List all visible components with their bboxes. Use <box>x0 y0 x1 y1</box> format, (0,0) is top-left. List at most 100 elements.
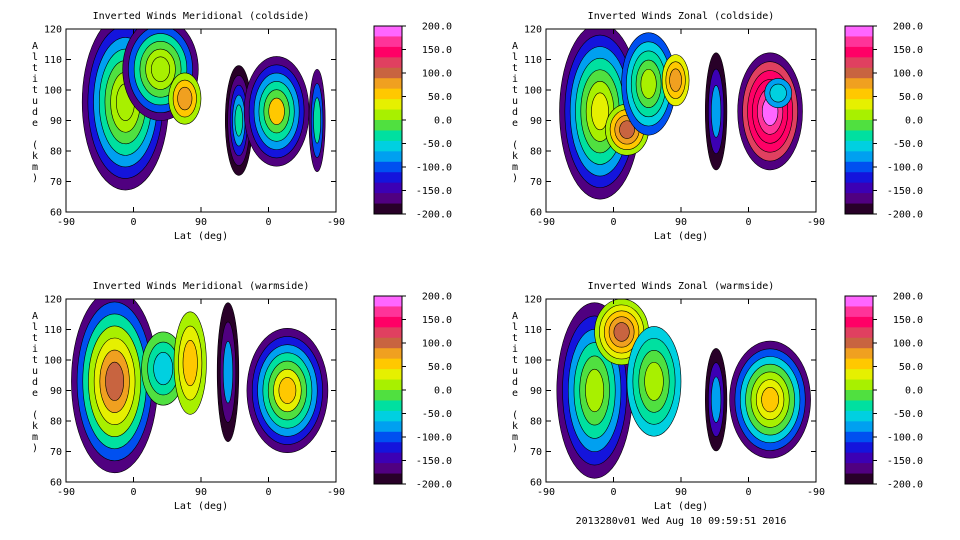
colorbar-swatch <box>845 46 873 58</box>
colorbar-label: 100.0 <box>422 339 452 350</box>
x-tick-label: 90 <box>195 487 207 498</box>
colorbar-swatch <box>845 182 873 194</box>
colorbar-swatch <box>374 57 402 69</box>
colorbar-swatch <box>845 78 873 90</box>
colorbar: 200.0 150.0 100.0 50.0 0.0 -50.0 -100.0 -150.0 -… <box>373 22 452 221</box>
colorbar-swatch <box>845 109 873 121</box>
colorbar-swatch <box>845 306 873 318</box>
x-tick-label: -90 <box>807 217 825 228</box>
contour-field <box>71 299 329 474</box>
colorbar-swatch <box>374 379 402 391</box>
x-tick-label: 0 <box>130 217 136 228</box>
y-tick-label: 120 <box>524 295 542 306</box>
contour-band <box>153 351 174 386</box>
contour-band <box>177 86 193 111</box>
colorbar-swatch <box>374 182 402 194</box>
x-tick-label: 0 <box>265 217 271 228</box>
contour-band <box>234 104 243 137</box>
colorbar-swatch <box>845 57 873 69</box>
colorbar-swatch <box>374 421 402 433</box>
colorbar-swatch <box>374 306 402 318</box>
colorbar-label: -150.0 <box>416 186 452 197</box>
contour-band <box>761 387 779 413</box>
colorbar-swatch <box>845 120 873 131</box>
x-tick-label: 0 <box>610 217 616 228</box>
colorbar-label: -50.0 <box>893 409 923 420</box>
colorbar-swatch <box>845 473 873 485</box>
colorbar-label: 0.0 <box>434 386 452 397</box>
contour-band <box>710 85 722 138</box>
colorbar-swatch <box>845 203 873 215</box>
y-tick-label: 100 <box>44 86 62 97</box>
colorbar-swatch <box>845 369 873 381</box>
colorbar-swatch <box>374 151 402 163</box>
colorbar-swatch <box>845 337 873 349</box>
chart-title: Inverted Winds Meridional (warmside) <box>93 281 310 292</box>
contour-band <box>669 68 682 92</box>
colorbar-swatch <box>374 296 402 307</box>
contour-field <box>559 29 803 200</box>
x-tick-label: -90 <box>327 487 345 498</box>
colorbar-swatch <box>845 358 873 370</box>
colorbar-swatch <box>374 26 402 37</box>
colorbar-label: 150.0 <box>422 315 452 326</box>
chart-title: Inverted Winds Zonal (warmside) <box>588 281 775 292</box>
colorbar-swatch <box>845 421 873 433</box>
colorbar-label: -200.0 <box>416 480 452 491</box>
chart-panel-2: Inverted Winds Zonal (coldside) 120 110 100… <box>512 11 923 242</box>
colorbar-swatch <box>845 410 873 422</box>
contour-band <box>613 322 630 342</box>
colorbar-swatch <box>374 348 402 360</box>
colorbar-swatch <box>374 130 402 142</box>
contour-band <box>644 361 664 401</box>
colorbar-swatch <box>374 203 402 215</box>
colorbar-swatch <box>845 431 873 443</box>
chart-panel-3: Inverted Winds Meridional (warmside) 120 1… <box>32 281 452 512</box>
colorbar-swatch <box>374 463 402 475</box>
colorbar-swatch <box>845 99 873 111</box>
colorbar-label: 0.0 <box>434 116 452 127</box>
colorbar: 200.0 150.0 100.0 50.0 0.0 -50.0 -100.0 -150.0 -… <box>844 292 923 491</box>
x-tick-label: -90 <box>57 487 75 498</box>
contour-field <box>556 299 811 479</box>
colorbar-swatch <box>845 161 873 173</box>
y-tick-label: 110 <box>524 55 542 66</box>
colorbar-label: 200.0 <box>893 22 923 33</box>
colorbar-swatch <box>374 358 402 370</box>
colorbar-swatch <box>374 442 402 454</box>
x-tick-label: 0 <box>745 217 751 228</box>
colorbar-swatch <box>374 452 402 464</box>
colorbar-label: 100.0 <box>893 339 923 350</box>
y-tick-label: 60 <box>50 478 62 489</box>
colorbar-swatch <box>845 88 873 100</box>
colorbar-swatch <box>845 67 873 79</box>
colorbar-swatch <box>374 78 402 90</box>
y-tick-label: 90 <box>530 116 542 127</box>
colorbar-label: 50.0 <box>428 362 452 373</box>
colorbar-label: -200.0 <box>887 210 923 221</box>
x-tick-label: -90 <box>807 487 825 498</box>
x-tick-label: -90 <box>537 487 555 498</box>
colorbar-label: -50.0 <box>422 409 452 420</box>
footer-timestamp: 2013280v01 Wed Aug 10 09:59:51 2016 <box>576 516 787 527</box>
colorbar-swatch <box>845 172 873 184</box>
x-tick-label: 0 <box>130 487 136 498</box>
colorbar-label: -150.0 <box>887 186 923 197</box>
colorbar-swatch <box>374 400 402 412</box>
colorbar-label: 50.0 <box>428 92 452 103</box>
y-tick-label: 80 <box>530 417 542 428</box>
colorbar-label: -50.0 <box>422 139 452 150</box>
colorbar-swatch <box>845 327 873 339</box>
x-tick-label: 0 <box>265 487 271 498</box>
y-tick-label: 60 <box>50 208 62 219</box>
contour-band <box>640 68 657 99</box>
chart-title: Inverted Winds Meridional (coldside) <box>93 11 310 22</box>
colorbar-swatch <box>374 473 402 485</box>
x-tick-label: 90 <box>675 217 687 228</box>
contour-band <box>151 56 170 82</box>
colorbar-swatch <box>374 337 402 349</box>
colorbar-swatch <box>845 140 873 152</box>
